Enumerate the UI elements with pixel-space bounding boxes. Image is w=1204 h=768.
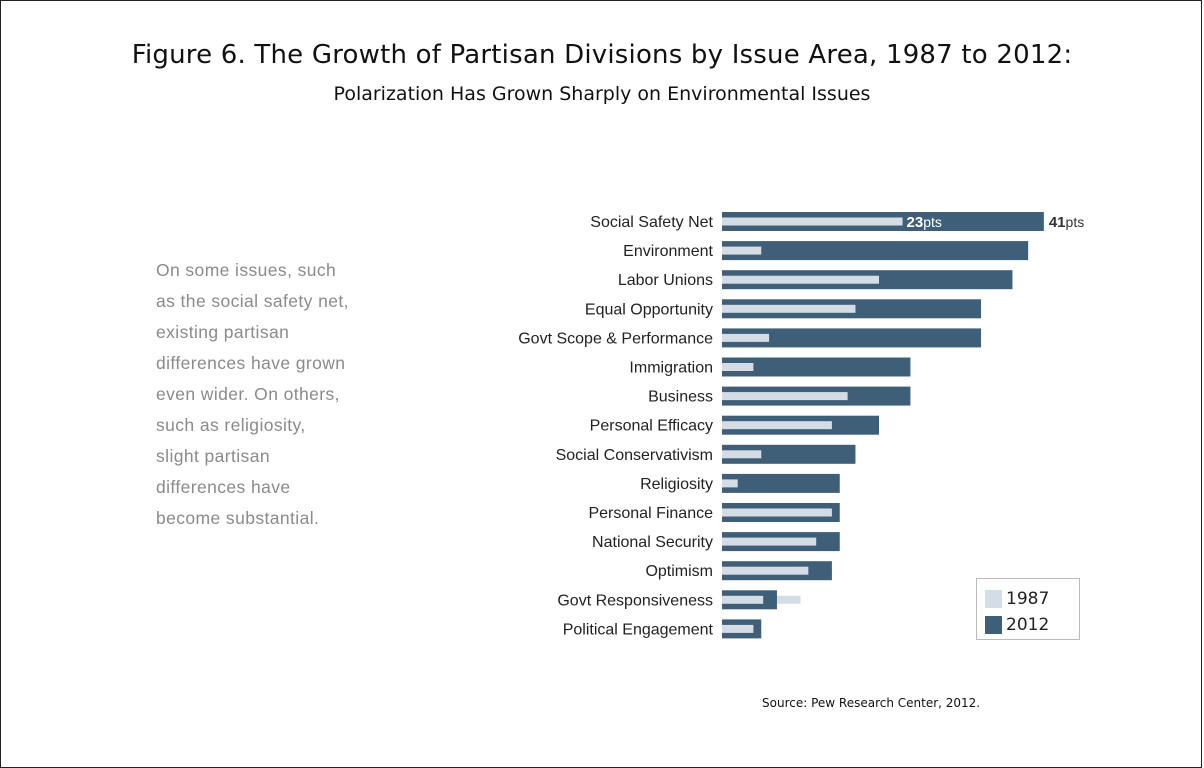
bar-1987-immigration <box>722 363 754 371</box>
bar-1987-political-engagement <box>722 624 754 633</box>
bar-1987-personal-finance <box>722 508 832 517</box>
chart-legend: 1987 2012 <box>976 578 1080 640</box>
bar-1987-national-security <box>722 537 817 546</box>
data-label-2012-social-safety-net: 41pts <box>1049 214 1084 231</box>
data-label-1987-social-safety-net: 23pts <box>907 214 942 231</box>
category-label-labor-unions: Labor Unions <box>618 272 713 289</box>
category-label-religiosity: Religiosity <box>640 476 713 493</box>
bar-1987-equal-opportunity <box>722 304 856 313</box>
figure-subtitle: Polarization Has Grown Sharply on Enviro… <box>333 83 871 105</box>
category-label-personal-finance: Personal Finance <box>588 505 713 522</box>
note-line: existing partisan <box>156 322 290 342</box>
note-line: differences have grown <box>156 353 346 373</box>
bar-1987-overlay-govt-responsiveness <box>722 595 764 604</box>
bar-2012-religiosity <box>722 473 840 493</box>
category-label-govt-scope-performance: Govt Scope & Performance <box>518 330 713 347</box>
explanatory-note: On some issues, such as the social safet… <box>156 255 456 534</box>
note-line: as the social safety net, <box>156 291 349 311</box>
bar-1987-social-conservativism <box>722 450 762 459</box>
note-line: differences have <box>156 477 291 497</box>
legend-swatch-1987 <box>985 590 1002 608</box>
legend-swatch-2012 <box>985 616 1002 634</box>
note-line: slight partisan <box>156 446 270 466</box>
category-label-personal-efficacy: Personal Efficacy <box>590 418 713 435</box>
category-label-environment: Environment <box>623 243 713 260</box>
category-label-social-safety-net: Social Safety Net <box>590 214 713 231</box>
bar-1987-religiosity <box>722 479 738 488</box>
category-label-business: Business <box>648 389 713 406</box>
legend-label-1987: 1987 <box>1006 589 1050 609</box>
category-label-optimism: Optimism <box>645 563 713 580</box>
note-line: On some issues, such <box>156 260 337 280</box>
category-label-social-conservativism: Social Conservativism <box>556 447 713 464</box>
bar-2012-environment <box>722 241 1029 261</box>
source-note: Source: Pew Research Center, 2012. <box>762 696 981 710</box>
bar-2012-govt-scope-performance <box>722 328 982 348</box>
category-label-immigration: Immigration <box>629 360 713 377</box>
note-line: become substantial. <box>156 508 320 528</box>
bar-1987-personal-efficacy <box>722 421 832 430</box>
bar-1987-labor-unions <box>722 275 879 284</box>
bar-2012-immigration <box>722 357 911 377</box>
legend-item-2012: 2012 <box>985 615 1049 635</box>
bar-1987-social-safety-net <box>722 217 903 226</box>
category-label-national-security: National Security <box>592 534 713 551</box>
figure-title: Figure 6. The Growth of Partisan Divisio… <box>131 40 1073 70</box>
category-label-equal-opportunity: Equal Opportunity <box>585 301 713 318</box>
bar-1987-optimism <box>722 566 809 575</box>
legend-label-2012: 2012 <box>1006 615 1050 635</box>
bar-1987-environment <box>722 246 762 255</box>
category-label-govt-responsiveness: Govt Responsiveness <box>557 592 713 609</box>
note-line: such as religiosity, <box>156 415 306 435</box>
category-label-political-engagement: Political Engagement <box>563 621 714 638</box>
bar-2012-social-conservativism <box>722 444 856 464</box>
bar-1987-business <box>722 392 848 401</box>
legend-item-1987: 1987 <box>985 589 1049 609</box>
bar-1987-govt-scope-performance <box>722 333 770 342</box>
note-line: even wider. On others, <box>156 384 340 404</box>
